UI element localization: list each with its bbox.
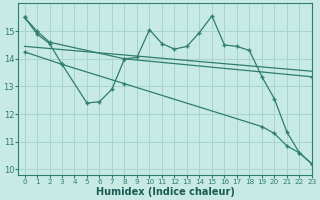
X-axis label: Humidex (Indice chaleur): Humidex (Indice chaleur) (96, 187, 235, 197)
